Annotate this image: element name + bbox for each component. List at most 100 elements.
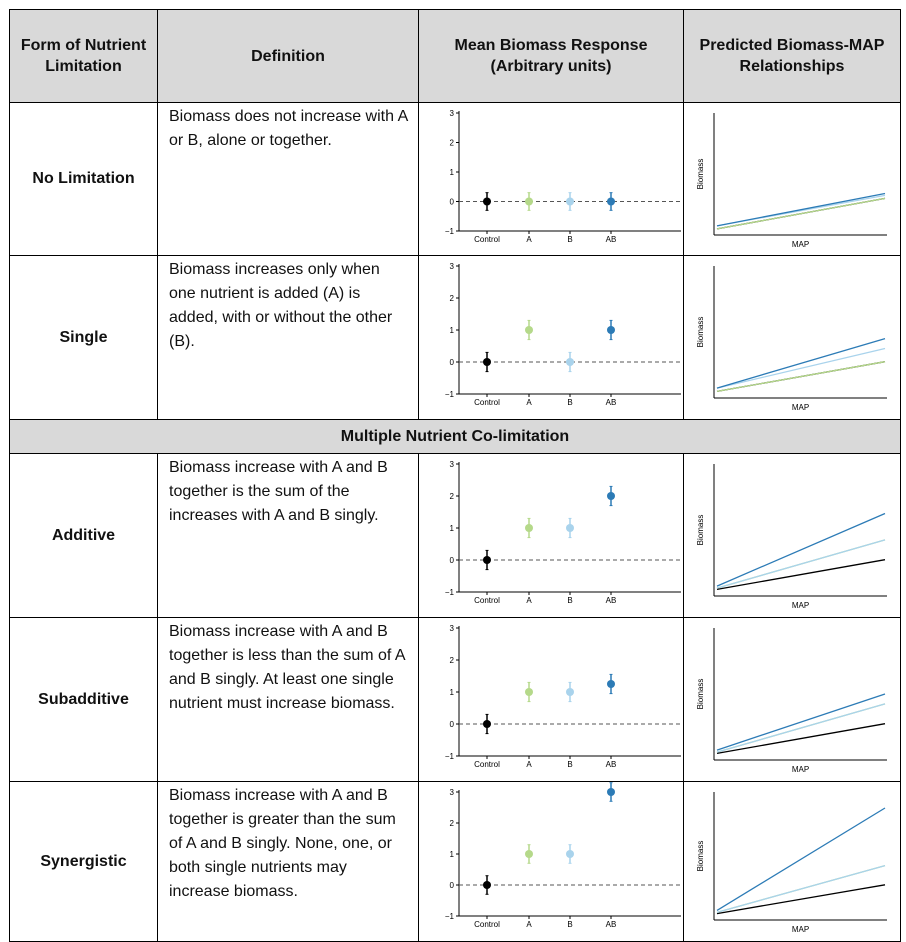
data-point-ab [607, 680, 615, 688]
x-tick-label: A [526, 596, 532, 605]
y-tick-label: 1 [450, 326, 455, 335]
y-tick-label: −1 [445, 752, 455, 761]
definition-text: Biomass increases only when one nutrient… [157, 255, 419, 420]
form-label: Synergistic [9, 781, 158, 942]
y-tick-label: 0 [450, 720, 455, 729]
data-point-b [566, 524, 574, 532]
y-axis-label: Biomass [696, 317, 705, 348]
row-single: Single Biomass increases only when one n… [9, 255, 901, 420]
y-tick-label: 1 [450, 850, 455, 859]
y-tick-label: 2 [450, 139, 455, 148]
header-biomass-response: Mean Biomass Response (Arbitrary units) [418, 9, 684, 103]
y-tick-label: 3 [450, 109, 455, 118]
row-additive: Additive Biomass increase with A and B t… [9, 453, 901, 618]
series-line-ab [716, 192, 886, 227]
y-tick-label: −1 [445, 912, 455, 921]
row-subadditive: Subadditive Biomass increase with A and … [9, 617, 901, 782]
x-tick-label: AB [606, 398, 617, 407]
data-point-b [566, 358, 574, 366]
series-line-ab [716, 512, 886, 587]
x-tick-label: B [567, 760, 572, 769]
data-point-a [525, 524, 533, 532]
data-point-a [525, 688, 533, 696]
data-point-b [566, 850, 574, 858]
y-tick-label: 1 [450, 168, 455, 177]
map-chart-no-limitation: Biomass MAP [696, 113, 887, 249]
y-axis-label: Biomass [696, 841, 705, 872]
form-label: Single [9, 255, 158, 420]
x-tick-label: B [567, 235, 572, 244]
row-no-limitation: No Limitation Biomass does not increase … [9, 102, 901, 256]
x-tick-label: B [567, 920, 572, 929]
y-axis-label: Biomass [696, 679, 705, 710]
y-tick-label: 0 [450, 556, 455, 565]
x-axis-label: MAP [792, 240, 809, 249]
row-synergistic: Synergistic Biomass increase with A and … [9, 781, 901, 942]
section-row: Multiple Nutrient Co-limitation [9, 419, 901, 454]
form-label: Subadditive [9, 617, 158, 782]
x-tick-label: AB [606, 920, 617, 929]
x-tick-label: B [567, 398, 572, 407]
definition-text: Biomass increase with A and B together i… [157, 781, 419, 942]
data-point-a [525, 850, 533, 858]
y-tick-label: 3 [450, 788, 455, 797]
y-tick-label: 0 [450, 358, 455, 367]
definition-text: Biomass does not increase with A or B, a… [157, 102, 419, 256]
x-axis-label: MAP [792, 765, 809, 774]
series-line-b [716, 864, 886, 913]
series-line-a [716, 361, 886, 393]
x-tick-label: A [526, 920, 532, 929]
data-point-control [483, 556, 491, 564]
series-line-ab [716, 693, 886, 751]
data-point-control [483, 881, 491, 889]
series-line-b [716, 539, 886, 589]
y-tick-label: −1 [445, 390, 455, 399]
x-axis-label: MAP [792, 925, 809, 934]
data-point-ab [607, 197, 615, 206]
map-chart-synergistic: Biomass MAP [696, 792, 887, 934]
data-point-a [525, 197, 533, 206]
x-tick-label: Control [474, 920, 500, 929]
x-tick-label: B [567, 596, 572, 605]
x-tick-label: AB [606, 235, 617, 244]
y-tick-label: 3 [450, 624, 455, 633]
y-tick-label: 2 [450, 656, 455, 665]
series-line-control [716, 884, 886, 915]
map-chart-single: Biomass MAP [696, 266, 887, 412]
x-tick-label: AB [606, 596, 617, 605]
y-tick-label: 2 [450, 294, 455, 303]
data-point-control [483, 197, 491, 206]
data-point-control [483, 720, 491, 728]
series-line-b [716, 347, 886, 389]
y-tick-label: 3 [450, 460, 455, 469]
y-tick-label: −1 [445, 588, 455, 597]
nutrient-limitation-table: Form of Nutrient Limitation Definition M… [9, 9, 901, 942]
y-tick-label: 0 [450, 881, 455, 890]
data-point-b [566, 197, 574, 206]
x-tick-label: A [526, 235, 532, 244]
x-tick-label: A [526, 760, 532, 769]
header-definition: Definition [157, 9, 419, 103]
data-point-ab [607, 788, 615, 796]
section-title: Multiple Nutrient Co-limitation [9, 419, 901, 454]
x-axis-label: MAP [792, 601, 809, 610]
y-tick-label: 1 [450, 524, 455, 533]
y-axis-label: Biomass [696, 515, 705, 546]
series-line-control [716, 723, 886, 755]
data-point-ab [607, 492, 615, 500]
y-tick-label: 0 [450, 198, 455, 207]
y-tick-label: 3 [450, 262, 455, 271]
data-point-a [525, 326, 533, 334]
series-line-ab [716, 337, 886, 389]
series-line-b [716, 703, 886, 753]
header-form: Form of Nutrient Limitation [9, 9, 158, 103]
map-chart-additive: Biomass MAP [696, 464, 887, 610]
map-chart-subadditive: Biomass MAP [696, 628, 887, 774]
definition-text: Biomass increase with A and B together i… [157, 453, 419, 618]
definition-text: Biomass increase with A and B together i… [157, 617, 419, 782]
x-tick-label: AB [606, 760, 617, 769]
